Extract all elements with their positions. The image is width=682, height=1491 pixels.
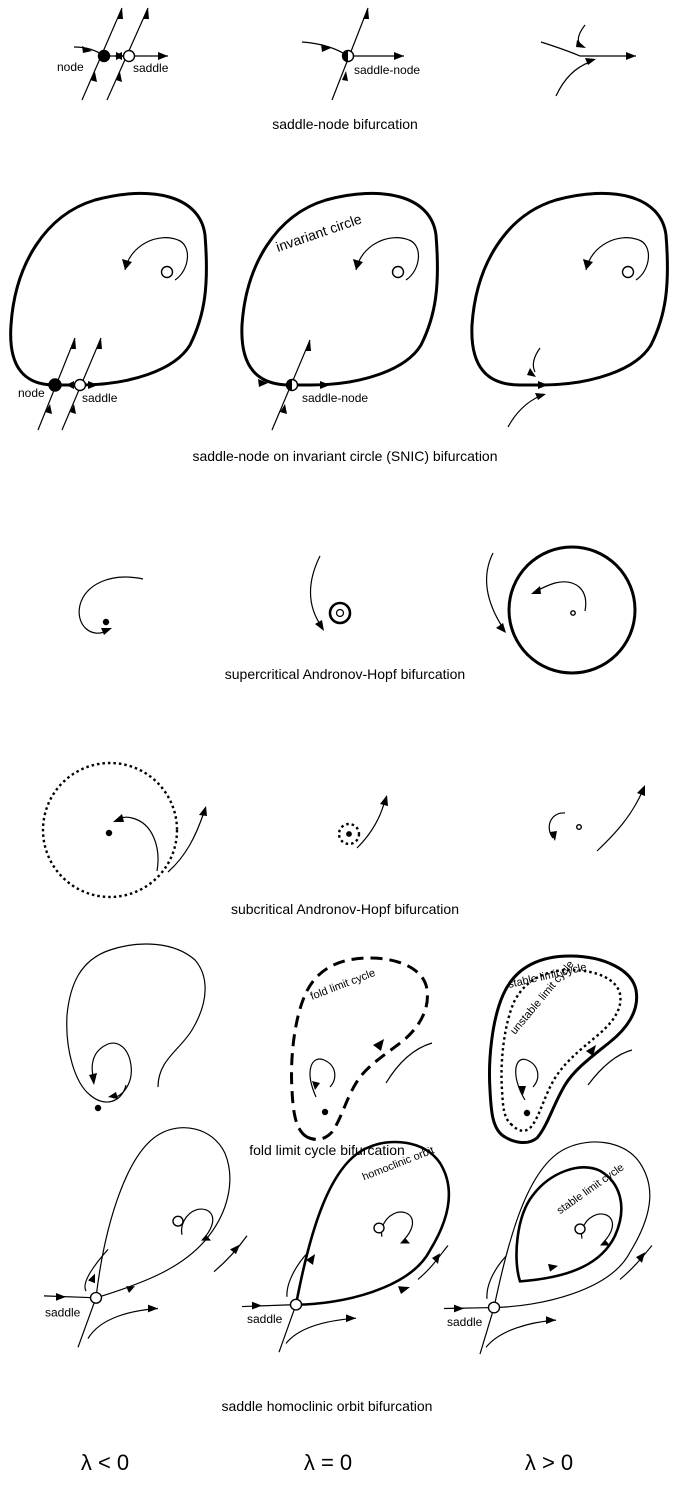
fold-after-stable-focus bbox=[523, 1109, 531, 1117]
super-hopf-stable-limit-cycle bbox=[507, 545, 637, 675]
saddle-node-panel-critical: saddle-node bbox=[301, 7, 420, 101]
snic-after-focus bbox=[621, 265, 635, 279]
lambda-negative-label: λ < 0 bbox=[81, 1450, 129, 1475]
snic-panel-before: node saddle bbox=[9, 191, 208, 431]
fold-panel-before bbox=[66, 943, 206, 1112]
fold-limit-cycle-caption: fold limit cycle bifurcation bbox=[249, 1142, 405, 1158]
fold-limit-cycle bbox=[290, 956, 429, 1141]
saddle-node-panel-after bbox=[540, 24, 636, 97]
super-hopf-panel-before bbox=[78, 576, 144, 635]
invariant-circle-label: invariant circle bbox=[274, 211, 364, 255]
fold-panel-after: stable limit cycle unstable limit cycle bbox=[488, 954, 639, 1145]
saddle-node-label: saddle-node bbox=[354, 63, 420, 77]
snic-panel-after bbox=[470, 191, 669, 428]
fold-limit-cycle-row: fold limit cycle stable limit cycle unst… bbox=[66, 943, 639, 1158]
homoclinic-orbit bbox=[294, 1140, 451, 1306]
supercritical-hopf-row: supercritical Andronov-Hopf bifurcation bbox=[78, 545, 637, 682]
snic-saddle-point bbox=[73, 378, 87, 392]
super-hopf-panel-critical bbox=[310, 555, 352, 631]
lambda-positive-label: λ > 0 bbox=[525, 1450, 573, 1475]
sub-hopf-panel-critical bbox=[337, 795, 388, 849]
supercritical-hopf-caption: supercritical Andronov-Hopf bifurcation bbox=[225, 666, 465, 682]
node-label: node bbox=[57, 60, 84, 74]
homoclinic-caption: saddle homoclinic orbit bifurcation bbox=[222, 1398, 433, 1414]
homoclinic-panel-before: saddle bbox=[43, 1127, 248, 1348]
sub-hopf-panel-after bbox=[548, 785, 645, 852]
snic-node-label: node bbox=[18, 386, 45, 400]
sub-hopf-unstable-limit-cycle bbox=[41, 761, 179, 899]
node-point bbox=[97, 49, 111, 63]
fold-unstable-limit-cycle bbox=[500, 968, 622, 1132]
saddle-node-row: node saddle saddle-node saddle-node bifu… bbox=[57, 7, 636, 132]
sub-hopf-panel-before bbox=[41, 761, 207, 899]
fold-critical-stable-focus bbox=[321, 1108, 329, 1116]
saddle-node-caption: saddle-node bifurcation bbox=[272, 116, 418, 132]
homoclinic-after-saddle bbox=[487, 1301, 501, 1314]
subcritical-hopf-caption: subcritical Andronov-Hopf bifurcation bbox=[231, 901, 459, 917]
sub-hopf-small-cycle bbox=[337, 822, 361, 846]
fold-limit-cycle-label: fold limit cycle bbox=[309, 967, 377, 1003]
homoclinic-after-focus bbox=[574, 1223, 586, 1235]
sub-hopf-stable-focus bbox=[105, 829, 113, 837]
homoclinic-before-focus bbox=[172, 1215, 184, 1227]
lambda-zero-label: λ = 0 bbox=[304, 1450, 352, 1475]
homoclinic-before-saddle bbox=[89, 1291, 103, 1304]
super-hopf-unstable-focus bbox=[570, 610, 576, 616]
fold-before-stable-focus bbox=[94, 1104, 102, 1112]
lambda-labels: λ < 0 λ = 0 λ > 0 bbox=[81, 1450, 573, 1475]
homoclinic-row: saddle saddle homoclinic orbit bbox=[43, 1127, 653, 1414]
snic-row: node saddle saddle-node invariant circle bbox=[9, 191, 669, 464]
saddle-label: saddle bbox=[133, 61, 169, 75]
snic-saddle-label: saddle bbox=[82, 391, 118, 405]
fold-stable-limit-cycle bbox=[488, 954, 639, 1145]
super-hopf-panel-after bbox=[485, 545, 637, 675]
super-hopf-small-cycle bbox=[328, 601, 352, 625]
super-hopf-stable-focus bbox=[102, 618, 110, 626]
saddle-node-panel-before: node saddle bbox=[57, 7, 169, 101]
snic-unstable-focus bbox=[160, 265, 174, 279]
snic-node-point bbox=[48, 378, 62, 392]
snic-critical-focus bbox=[391, 265, 405, 279]
homoclinic-critical-focus bbox=[373, 1222, 385, 1234]
sub-hopf-unstable-focus bbox=[576, 824, 583, 831]
homoclinic-before-saddle-label: saddle bbox=[45, 1305, 81, 1319]
homoclinic-saddle-label: saddle bbox=[247, 1312, 283, 1326]
fold-panel-critical: fold limit cycle bbox=[290, 956, 433, 1141]
subcritical-hopf-row: subcritical Andronov-Hopf bifurcation bbox=[41, 761, 645, 917]
snic-panel-critical: saddle-node invariant circle bbox=[240, 191, 439, 431]
homoclinic-critical-saddle bbox=[289, 1298, 303, 1311]
homoclinic-panel-critical: saddle homoclinic orbit bbox=[241, 1140, 451, 1353]
homoclinic-panel-after: saddle stable limit cycle bbox=[443, 1141, 653, 1355]
homoclinic-stable-limit-cycle bbox=[515, 1166, 623, 1283]
saddle-point bbox=[122, 49, 136, 63]
snic-saddle-node-label: saddle-node bbox=[302, 391, 368, 405]
snic-caption: saddle-node on invariant circle (SNIC) b… bbox=[192, 448, 497, 464]
homoclinic-after-saddle-label: saddle bbox=[447, 1315, 483, 1329]
